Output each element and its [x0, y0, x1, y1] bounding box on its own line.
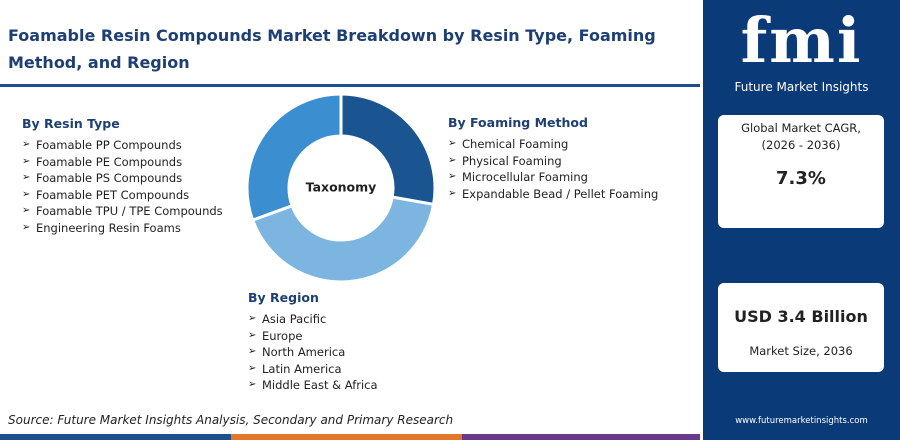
item: Latin America	[248, 361, 448, 378]
website: www.futuremarketinsights.com	[735, 416, 868, 426]
market-size-box: USD 3.4 Billion Market Size, 2036	[718, 283, 884, 372]
source: Source: Future Market Insights Analysis,…	[8, 413, 454, 427]
donut: Taxonomy	[245, 92, 437, 284]
item: Microcellular Foaming	[448, 169, 678, 186]
market-size-label: Market Size, 2036	[749, 344, 853, 358]
item: Expandable Bead / Pellet Foaming	[448, 186, 678, 203]
center-label: Taxonomy	[306, 180, 377, 195]
donut-segment	[245, 92, 343, 223]
item-list: Foamable PP CompoundsFoamable PE Compoun…	[22, 137, 232, 236]
logo-subtitle: Future Market Insights	[734, 80, 869, 94]
group: By Region Asia PacificEuropeNorth America…	[248, 290, 448, 394]
item: Foamable TPU / TPE Compounds	[22, 203, 232, 220]
footer-bar	[0, 434, 700, 440]
cagr-label: Global Market CAGR,	[741, 121, 861, 135]
item-list: Asia PacificEuropeNorth AmericaLatin Ame…	[248, 311, 448, 394]
item: Asia Pacific	[248, 311, 448, 328]
item: North America	[248, 344, 448, 361]
item: Foamable PE Compounds	[22, 154, 232, 171]
item: Europe	[248, 328, 448, 345]
item: Chemical Foaming	[448, 136, 678, 153]
item: Foamable PET Compounds	[22, 187, 232, 204]
item: Middle East & Africa	[248, 377, 448, 394]
item: Engineering Resin Foams	[22, 220, 232, 237]
item: Foamable PP Compounds	[22, 137, 232, 154]
item: Physical Foaming	[448, 153, 678, 170]
group-title: By Resin Type	[22, 116, 120, 131]
item-list: Chemical FoamingPhysical FoamingMicrocel…	[448, 136, 678, 202]
cagr-box: Global Market CAGR, (2026 - 2036) 7.3%	[718, 115, 884, 228]
group-title: By Region	[248, 290, 319, 305]
item: Foamable PS Compounds	[22, 170, 232, 187]
cagr-value: 7.3%	[776, 168, 826, 189]
logo: fmi	[740, 4, 863, 77]
group: By Foaming Method Chemical FoamingPhysica…	[448, 115, 678, 202]
donut-segment	[250, 195, 436, 284]
group: By Resin TypeFoamable PP CompoundsFoamab…	[22, 116, 232, 236]
cagr-label: (2026 - 2036)	[761, 138, 841, 152]
divider	[0, 84, 700, 87]
group-title: By Foaming Method	[448, 115, 588, 130]
market-size-value: USD 3.4 Billion	[734, 307, 868, 326]
title: Foamable Resin Compounds Market Breakdow…	[8, 26, 656, 72]
donut-segment	[339, 92, 437, 207]
